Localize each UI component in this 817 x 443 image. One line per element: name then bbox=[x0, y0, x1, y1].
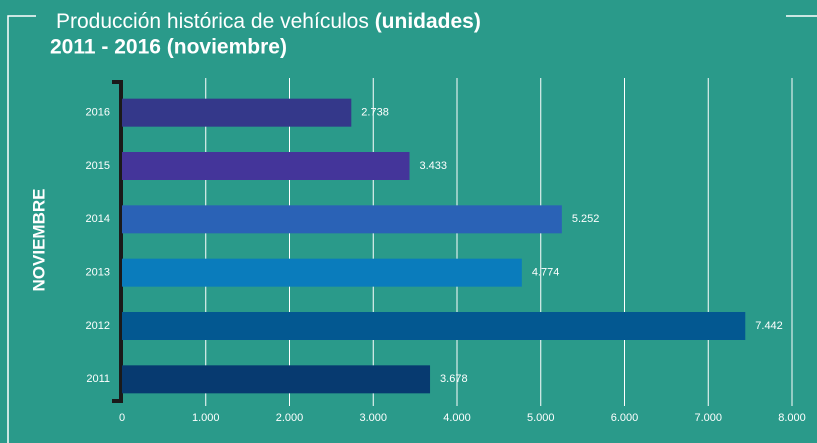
value-label: 4.774 bbox=[532, 267, 560, 279]
y-tick-label: 2015 bbox=[86, 160, 110, 172]
value-label: 3.678 bbox=[440, 373, 468, 385]
y-tick-label: 2016 bbox=[86, 107, 110, 119]
bar bbox=[122, 205, 562, 234]
x-tick-label: 8.000 bbox=[778, 412, 806, 424]
value-label: 5.252 bbox=[572, 213, 600, 225]
value-label: 3.433 bbox=[420, 160, 448, 172]
x-tick-label: 7.000 bbox=[694, 412, 722, 424]
x-tick-label: 2.000 bbox=[276, 412, 304, 424]
x-tick-label: 1.000 bbox=[192, 412, 220, 424]
value-label: 7.442 bbox=[755, 320, 783, 332]
title-emphasis: (unidades) bbox=[375, 10, 481, 33]
y-tick-label: 2011 bbox=[86, 373, 110, 385]
title-text: Producción histórica de vehículos bbox=[56, 10, 369, 33]
y-tick-label: 2014 bbox=[86, 213, 110, 225]
y-tick-label: 2012 bbox=[86, 320, 110, 332]
x-tick-label: 6.000 bbox=[611, 412, 639, 424]
bar bbox=[122, 312, 746, 340]
x-tick-label: 0 bbox=[119, 412, 125, 424]
value-label: 2.738 bbox=[361, 107, 389, 119]
x-tick-label: 4.000 bbox=[443, 412, 471, 424]
chart-title: Producción histórica de vehículos (unida… bbox=[56, 10, 481, 33]
y-tick-label: 2013 bbox=[86, 267, 110, 279]
x-tick-label: 5.000 bbox=[527, 412, 555, 424]
bracket bbox=[112, 80, 123, 403]
x-tick-label: 3.000 bbox=[359, 412, 387, 424]
y-axis-label: NOVIEMBRE bbox=[29, 189, 48, 292]
bar bbox=[122, 258, 522, 287]
frame bbox=[7, 15, 36, 443]
bar bbox=[122, 365, 431, 394]
bar bbox=[122, 152, 410, 180]
bar bbox=[122, 98, 352, 127]
subtitle: 2011 - 2016 (noviembre) bbox=[50, 36, 287, 59]
